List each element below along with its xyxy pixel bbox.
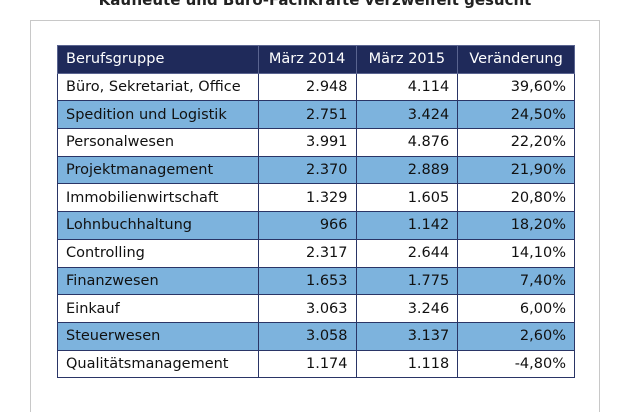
cell: Einkauf: [57, 294, 259, 323]
cell: 2.644: [355, 238, 459, 268]
cell: Lohnbuchhaltung: [57, 211, 259, 240]
row: Steuerwesen 3.058 3.137 2,60%: [57, 321, 575, 351]
cell: 3.058: [257, 321, 357, 351]
cell: 7,40%: [457, 266, 575, 296]
cell: Qualitätsmanagement: [57, 349, 259, 379]
header-cell: Veränderung: [457, 45, 575, 74]
cell: 2.751: [257, 100, 357, 130]
cell: 2.370: [257, 155, 357, 185]
cell: 20,80%: [457, 183, 575, 213]
row: Lohnbuchhaltung 966 1.142 18,20%: [57, 211, 575, 240]
cell: -4,80%: [457, 349, 575, 379]
cell: Büro, Sekretariat, Office: [57, 72, 259, 102]
row: Personalwesen 3.991 4.876 22,20%: [57, 128, 575, 157]
cell: Steuerwesen: [57, 321, 259, 351]
cell: 1.142: [355, 211, 459, 240]
header-cell: Berufsgruppe: [57, 45, 259, 74]
cell: 2,60%: [457, 321, 575, 351]
title: Kaufleute und Büro-Fachkräfte verzweifel…: [98, 0, 532, 9]
cell: 966: [257, 211, 357, 240]
cell: 1.605: [355, 183, 459, 213]
cell: 3.063: [257, 294, 357, 323]
cell: Immobilienwirtschaft: [57, 183, 259, 213]
cell: 21,90%: [457, 155, 575, 185]
cell: 2.889: [355, 155, 459, 185]
row: Immobilienwirtschaft 1.329 1.605 20,80%: [57, 183, 575, 213]
row: Qualitätsmanagement 1.174 1.118 -4,80%: [57, 349, 575, 379]
cell: 18,20%: [457, 211, 575, 240]
row: Büro, Sekretariat, Office 2.948 4.114 39,60…: [57, 72, 575, 102]
cell: 1.775: [355, 266, 459, 296]
cell: 1.329: [257, 183, 357, 213]
header-row: Berufsgruppe März 2014 März 2015 Veränderun…: [57, 45, 575, 74]
row: Finanzwesen 1.653 1.775 7,40%: [57, 266, 575, 296]
cell: 2.948: [257, 72, 357, 102]
cell: 6,00%: [457, 294, 575, 323]
cell: 14,10%: [457, 238, 575, 268]
cell: Personalwesen: [57, 128, 259, 157]
cell: 39,60%: [457, 72, 575, 102]
cell: Controlling: [57, 238, 259, 268]
cell: 4.876: [355, 128, 459, 157]
cell: 3.137: [355, 321, 459, 351]
cell: 2.317: [257, 238, 357, 268]
row: Spedition und Logistik 2.751 3.424 24,50%: [57, 100, 575, 130]
header-cell: März 2014: [257, 45, 357, 74]
cell: 1.174: [257, 349, 357, 379]
row: Projektmanagement 2.370 2.889 21,90%: [57, 155, 575, 185]
table: Berufsgruppe März 2014 März 2015 Veränderun…: [57, 45, 575, 379]
cell: 24,50%: [457, 100, 575, 130]
cell: Projektmanagement: [57, 155, 259, 185]
cell: 3.424: [355, 100, 459, 130]
cell: 4.114: [355, 72, 459, 102]
cell: 3.991: [257, 128, 357, 157]
cell: 1.653: [257, 266, 357, 296]
cell: 1.118: [355, 349, 459, 379]
cell: 22,20%: [457, 128, 575, 157]
cell: Finanzwesen: [57, 266, 259, 296]
cell: Spedition und Logistik: [57, 100, 259, 130]
row: Controlling 2.317 2.644 14,10%: [57, 238, 575, 268]
header-cell: März 2015: [355, 45, 459, 74]
row: Einkauf 3.063 3.246 6,00%: [57, 294, 575, 323]
cell: 3.246: [355, 294, 459, 323]
